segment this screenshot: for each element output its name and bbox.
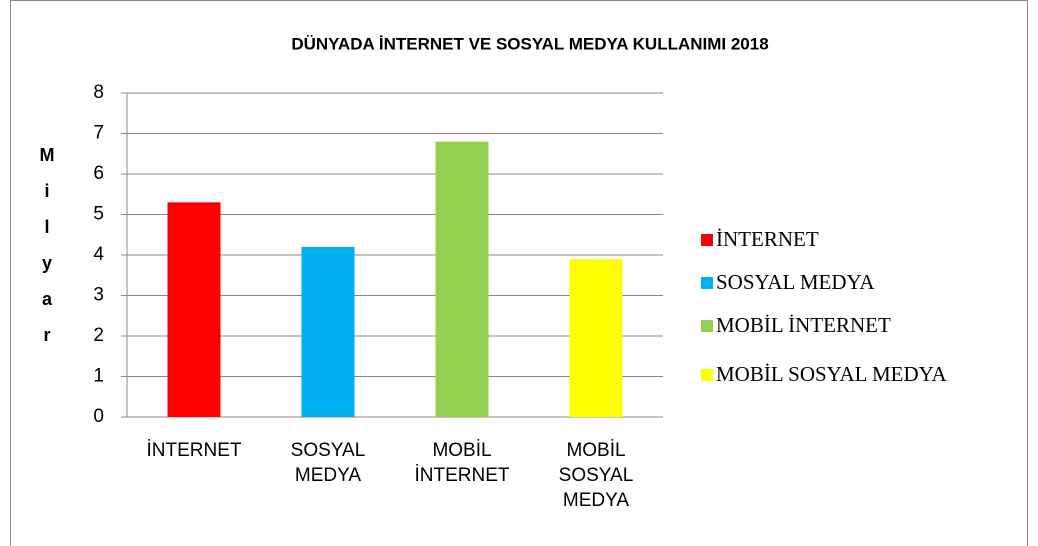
x-tick-label: MOBİL İNTERNET (414, 440, 510, 486)
legend-label: MOBİL SOSYAL MEDYA (716, 362, 947, 386)
y-tick-label: 1 (93, 366, 104, 387)
legend-swatch (701, 277, 713, 289)
x-tick-label: İNTERNET (146, 440, 242, 461)
chart-title: DÜNYADA İNTERNET VE SOSYAL MEDYA KULLANI… (291, 34, 768, 53)
y-tick-label: 5 (93, 204, 104, 225)
y-tick-label: 7 (93, 123, 104, 144)
chart-frame (10, 0, 1028, 546)
y-tick-label: 0 (93, 406, 104, 427)
bar (435, 141, 489, 417)
x-tick-label: MOBİL SOSYAL MEDYA (558, 440, 634, 511)
y-tick-label: 2 (93, 325, 104, 346)
legend-label: SOSYAL MEDYA (716, 270, 875, 294)
legend-swatch (701, 369, 713, 381)
y-tick-label: 3 (93, 285, 104, 306)
y-tick-label: 4 (93, 244, 104, 265)
y-tick-label: 8 (93, 82, 104, 103)
legend-swatch (701, 234, 713, 246)
y-tick-label: 6 (93, 163, 104, 184)
legend-label: MOBİL İNTERNET (716, 313, 891, 337)
y-axis-label: Milyar (37, 145, 57, 361)
legend-swatch (701, 320, 713, 332)
bar (569, 259, 623, 417)
x-tick-label: SOSYAL MEDYA (290, 440, 366, 486)
bar (167, 202, 221, 417)
legend-label: İNTERNET (716, 227, 819, 251)
bar (301, 246, 355, 417)
